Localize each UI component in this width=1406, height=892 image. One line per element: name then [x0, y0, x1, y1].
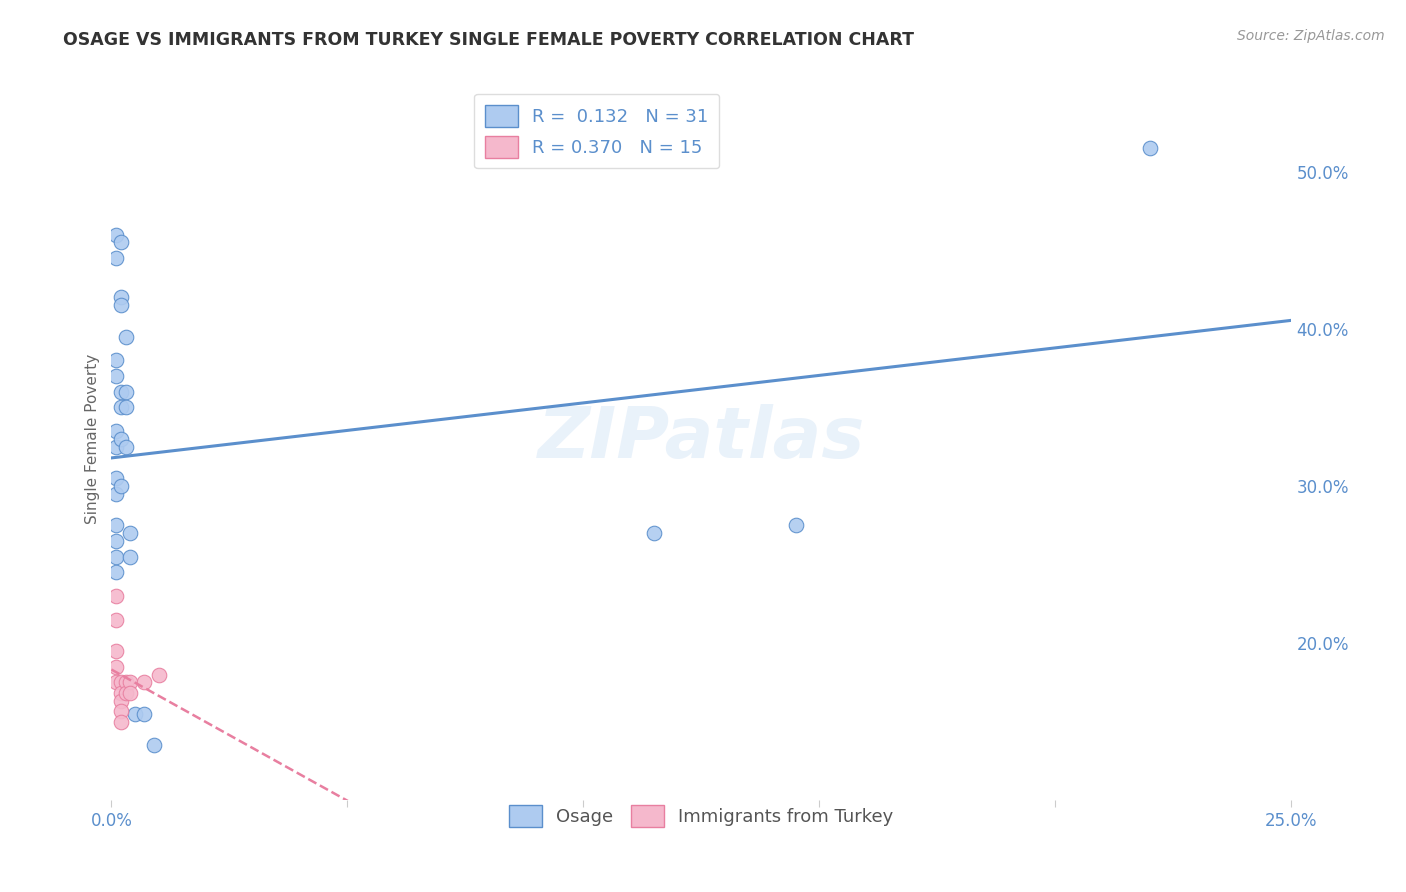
Point	[105, 518, 128, 533]
Point	[105, 369, 128, 384]
Point	[105, 440, 128, 454]
Legend: Osage, Immigrants from Turkey: Osage, Immigrants from Turkey	[502, 798, 901, 835]
Point	[114, 675, 136, 690]
Point	[120, 675, 142, 690]
Point	[105, 353, 128, 368]
Point	[643, 526, 665, 541]
Point	[105, 533, 128, 548]
Point	[110, 714, 132, 729]
Point	[105, 549, 128, 564]
Point	[114, 384, 136, 399]
Point	[105, 675, 128, 690]
Point	[110, 384, 132, 399]
Y-axis label: Single Female Poverty: Single Female Poverty	[86, 354, 100, 524]
Point	[110, 298, 132, 312]
Point	[105, 644, 128, 658]
Point	[110, 694, 132, 708]
Point	[105, 424, 128, 438]
Point	[124, 706, 146, 721]
Point	[114, 686, 136, 700]
Text: ZIPatlas: ZIPatlas	[537, 404, 865, 474]
Point	[120, 549, 142, 564]
Point	[110, 290, 132, 304]
Point	[110, 479, 132, 493]
Point	[785, 518, 807, 533]
Point	[114, 440, 136, 454]
Point	[110, 704, 132, 718]
Point	[110, 686, 132, 700]
Point	[105, 566, 128, 580]
Point	[142, 738, 165, 752]
Point	[1139, 141, 1161, 155]
Point	[110, 235, 132, 250]
Point	[148, 667, 170, 681]
Point	[105, 613, 128, 627]
Point	[105, 589, 128, 603]
Point	[105, 487, 128, 501]
Point	[134, 675, 156, 690]
Text: OSAGE VS IMMIGRANTS FROM TURKEY SINGLE FEMALE POVERTY CORRELATION CHART: OSAGE VS IMMIGRANTS FROM TURKEY SINGLE F…	[63, 31, 914, 49]
Point	[105, 659, 128, 673]
Point	[120, 686, 142, 700]
Point	[110, 401, 132, 415]
Point	[114, 401, 136, 415]
Point	[105, 471, 128, 485]
Point	[110, 432, 132, 446]
Point	[110, 675, 132, 690]
Point	[134, 706, 156, 721]
Point	[120, 526, 142, 541]
Point	[105, 251, 128, 265]
Point	[105, 227, 128, 242]
Point	[114, 329, 136, 343]
Text: Source: ZipAtlas.com: Source: ZipAtlas.com	[1237, 29, 1385, 43]
